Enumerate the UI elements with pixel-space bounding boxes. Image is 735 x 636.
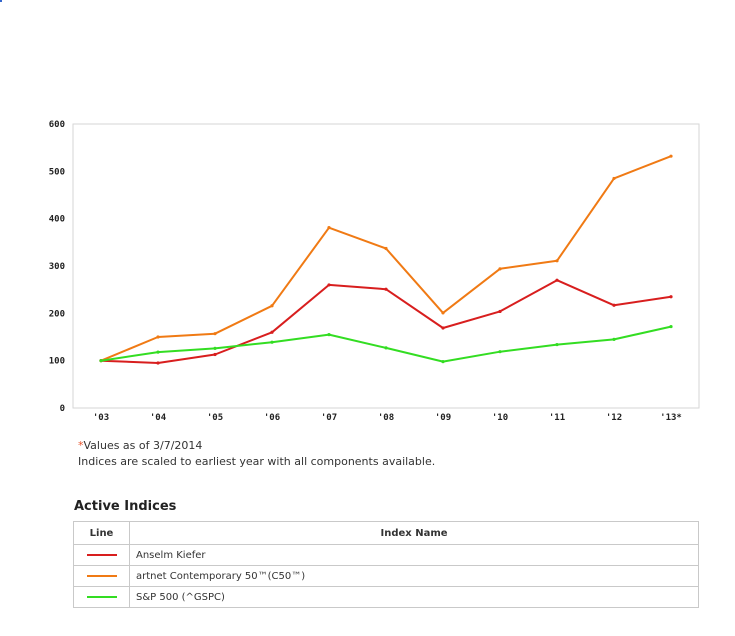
x-tick-label: '05	[207, 413, 223, 423]
x-tick-label: '04	[150, 413, 167, 423]
data-point	[327, 283, 331, 287]
y-tick-label: 0	[60, 404, 65, 414]
line-swatch	[86, 553, 117, 556]
data-point	[156, 361, 160, 365]
table-header-row: Line Index Name	[73, 521, 699, 545]
data-point	[384, 287, 388, 291]
chart-notes: *Values as of 3/7/2014 Indices are scale…	[78, 438, 435, 470]
index-name-cell: artnet Contemporary 50™(C50™)	[129, 565, 699, 587]
column-header-index-name: Index Name	[129, 521, 699, 545]
y-tick-label: 600	[49, 120, 65, 130]
x-tick-label: '12	[606, 413, 622, 423]
x-tick-label: '13*	[660, 413, 682, 423]
y-tick-label: 400	[49, 215, 65, 225]
corner-pixel	[0, 0, 2, 2]
data-point	[327, 333, 331, 337]
data-point	[270, 304, 274, 308]
data-point	[555, 259, 559, 263]
data-point	[384, 246, 388, 251]
x-tick-label: '03	[93, 413, 109, 423]
data-point	[612, 176, 616, 181]
index-name-cell: Anselm Kiefer	[129, 544, 699, 566]
data-point	[213, 352, 217, 357]
y-axis-ticks: 0 100 200 300 400 500 600	[49, 120, 65, 414]
data-point	[555, 342, 559, 347]
data-point	[669, 324, 673, 329]
data-point	[327, 226, 331, 230]
data-point	[612, 337, 616, 341]
data-point	[555, 278, 559, 282]
data-point	[498, 267, 502, 271]
active-indices-table: Line Index Name Anselm Kiefer artnet Con…	[73, 521, 699, 608]
x-tick-label: '10	[492, 413, 508, 423]
data-point	[156, 335, 160, 339]
x-tick-label: '09	[435, 413, 451, 423]
line-swatch	[86, 574, 117, 577]
x-tick-label: '06	[264, 413, 280, 423]
plot-frame	[72, 123, 700, 409]
data-point	[441, 326, 445, 330]
scaling-note: Indices are scaled to earliest year with…	[78, 455, 436, 468]
table-row[interactable]: artnet Contemporary 50™(C50™)	[73, 565, 699, 587]
x-tick-label: '07	[321, 413, 337, 423]
data-point	[156, 350, 160, 354]
x-tick-label: '11	[549, 413, 565, 423]
data-point	[213, 332, 217, 336]
data-point	[270, 340, 274, 344]
y-tick-label: 500	[49, 167, 65, 177]
y-tick-label: 200	[49, 309, 65, 319]
line-swatch	[86, 595, 117, 598]
data-point	[441, 360, 445, 364]
data-point	[213, 346, 217, 350]
index-name-cell: S&P 500 (^GSPC)	[129, 586, 699, 608]
data-point	[270, 330, 274, 334]
values-date-text: Values as of 3/7/2014	[83, 439, 203, 452]
y-tick-label: 100	[49, 357, 65, 367]
data-point	[441, 311, 445, 315]
data-point	[612, 303, 616, 307]
column-header-line: Line	[73, 521, 130, 545]
x-axis-ticks: '03 '04 '05 '06 '07 '08 '09 '10 '11 '12 '13*	[93, 413, 682, 423]
table-row[interactable]: Anselm Kiefer	[73, 544, 699, 566]
line-swatch-cell	[73, 586, 130, 608]
y-tick-label: 300	[49, 262, 65, 272]
values-date-note: *Values as of 3/7/2014	[78, 438, 435, 454]
line-swatch-cell	[73, 544, 130, 566]
data-point	[498, 309, 502, 314]
x-tick-label: '08	[378, 413, 394, 423]
data-point	[99, 359, 103, 363]
series-group	[99, 154, 673, 365]
active-indices-title: Active Indices	[74, 499, 177, 514]
data-point	[384, 346, 388, 350]
asterisk-mark: *	[78, 439, 84, 452]
table-row[interactable]: S&P 500 (^GSPC)	[73, 586, 699, 608]
data-point	[498, 350, 502, 354]
line-swatch-cell	[73, 565, 130, 587]
data-point	[669, 295, 673, 299]
data-point	[669, 154, 673, 158]
